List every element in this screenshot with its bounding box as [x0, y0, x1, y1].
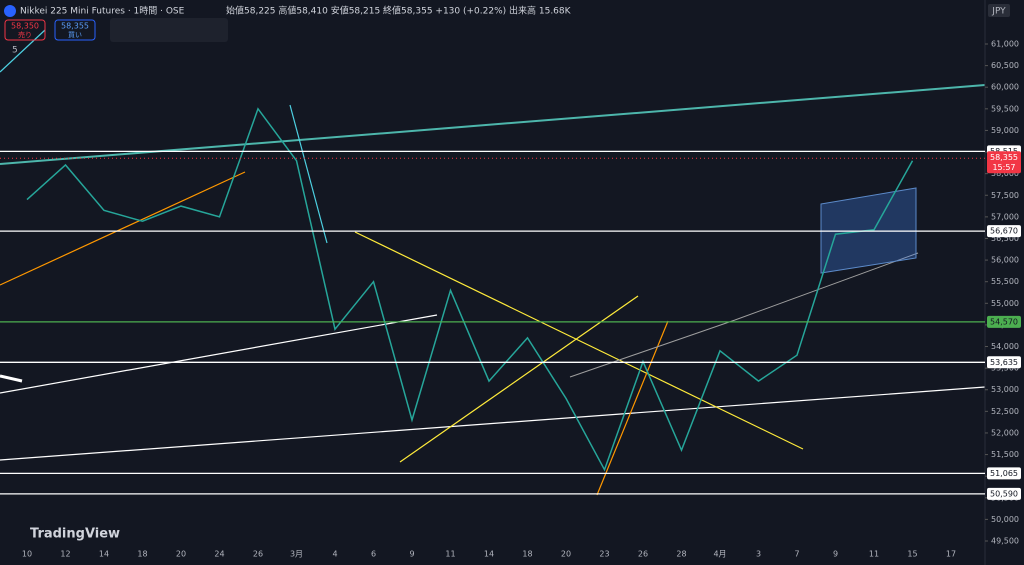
x-tick-label: 15: [907, 550, 917, 559]
sell-label: 売り: [18, 30, 32, 39]
level-label: 50,590: [990, 489, 1018, 498]
sell-button[interactable]: [4, 19, 46, 41]
ohlc-info: 始値58,225 高値58,410 安値58,215 終値58,355 +130…: [226, 5, 572, 17]
x-tick-label: 7: [794, 550, 799, 559]
x-tick-label: 4: [332, 550, 337, 559]
level-label: 53,635: [990, 358, 1018, 367]
x-tick-label: 4月: [713, 550, 726, 559]
brand: TradingView: [30, 527, 120, 542]
x-tick-label: 10: [22, 550, 32, 559]
level-label-box: [987, 487, 1021, 500]
trendline: [0, 386, 986, 461]
x-tick-label: 26: [253, 550, 263, 559]
x-tick-label: 9: [409, 550, 414, 559]
x-tick-label: 24: [214, 550, 224, 559]
level-label-box: [987, 315, 1021, 328]
x-tick-label: 6: [371, 550, 376, 559]
buy-button[interactable]: [54, 19, 96, 41]
x-tick-label: 9: [833, 550, 838, 559]
x-tick-label: 20: [176, 550, 186, 559]
x-tick-label: 20: [561, 550, 571, 559]
last-price-time: 15:57: [992, 163, 1015, 172]
y-tick-label: 55,000: [991, 299, 1019, 308]
x-tick-label: 14: [484, 550, 494, 559]
price-line: [26, 107, 914, 472]
trendline: [354, 231, 804, 450]
buy-label: 買い: [68, 31, 82, 39]
level-label: 56,670: [990, 227, 1018, 236]
y-tick-label: 55,500: [991, 277, 1019, 286]
y-tick-label: 50,000: [991, 515, 1019, 524]
x-tick-label: 12: [60, 550, 70, 559]
trendline: [0, 29, 46, 73]
y-tick-label: 52,000: [991, 428, 1019, 437]
x-tick-label: 17: [946, 550, 956, 559]
y-tick-label: 60,500: [991, 61, 1019, 70]
trendline: [0, 314, 438, 394]
x-tick-label: 11: [869, 550, 879, 559]
trendline: [596, 320, 669, 496]
currency: JPY: [991, 7, 1006, 17]
x-tick-label: 26: [638, 550, 648, 559]
trendline: [0, 171, 246, 286]
x-tick-label: 18: [137, 550, 147, 559]
y-tick-label: 60,000: [991, 83, 1019, 92]
symbol-title[interactable]: Nikkei 225 Mini Futures · 1時間 · OSE: [20, 6, 185, 17]
y-tick-label: 54,000: [991, 342, 1019, 351]
y-tick-label: 53,000: [991, 385, 1019, 394]
sell-price: 58,350: [11, 22, 39, 31]
y-tick-label: 51,500: [991, 450, 1019, 459]
drawing-toolbar[interactable]: [110, 18, 228, 42]
trendline: [0, 374, 23, 383]
y-tick-label: 57,000: [991, 212, 1019, 221]
x-tick-label: 28: [676, 550, 686, 559]
trendline: [399, 295, 639, 463]
last-price-box: [987, 151, 1021, 174]
trendline: [734, 252, 919, 321]
y-tick-label: 49,500: [991, 537, 1019, 546]
x-tick-label: 18: [522, 550, 532, 559]
x-tick-label: 3: [756, 550, 761, 559]
indicator-count[interactable]: 5: [12, 46, 18, 56]
y-tick-label: 52,500: [991, 407, 1019, 416]
level-label-box: [987, 356, 1021, 369]
currency-box[interactable]: [988, 4, 1010, 17]
trendline: [569, 319, 736, 378]
x-tick-label: 3月: [290, 550, 303, 559]
x-tick-label: 23: [599, 550, 609, 559]
y-tick-label: 56,000: [991, 256, 1019, 265]
y-tick-label: 58,000: [991, 169, 1019, 178]
level-label-box: [987, 225, 1021, 238]
y-tick-label: 61,000: [991, 40, 1019, 49]
y-tick-label: 59,500: [991, 104, 1019, 113]
buy-price: 58,355: [61, 22, 89, 31]
y-tick-label: 57,500: [991, 191, 1019, 200]
x-tick-label: 14: [99, 550, 109, 559]
symbol-icon: [4, 5, 16, 17]
y-tick-label: 59,000: [991, 126, 1019, 135]
trendline: [289, 104, 328, 244]
y-tick-label: 56,500: [991, 234, 1019, 243]
level-label: 54,570: [990, 317, 1018, 326]
level-label-box: [987, 467, 1021, 480]
x-tick-label: 11: [445, 550, 455, 559]
level-label: 51,065: [990, 469, 1018, 478]
last-price-label: 58,355: [990, 153, 1018, 162]
